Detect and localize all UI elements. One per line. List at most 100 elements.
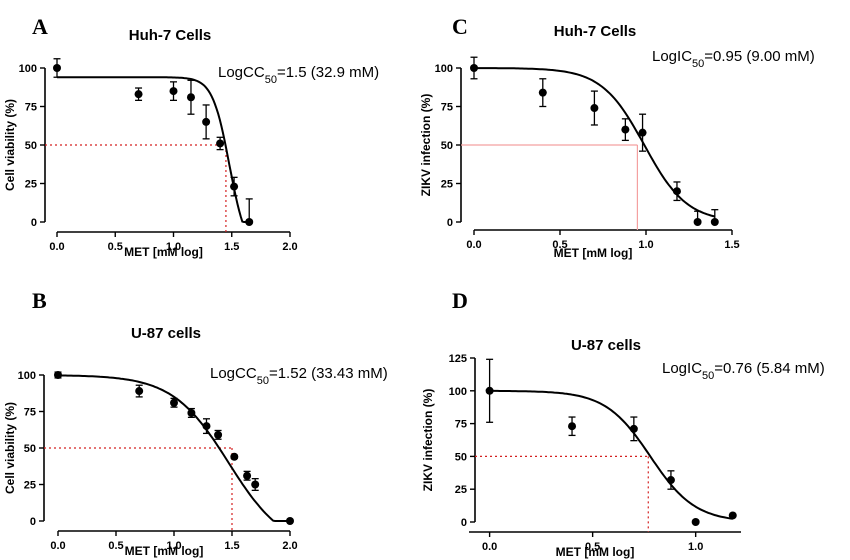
x-axis-label: MET [mM log] xyxy=(124,245,203,259)
data-point xyxy=(214,430,223,439)
data-point xyxy=(169,87,178,96)
data-point xyxy=(672,187,681,196)
data-point xyxy=(230,452,239,461)
data-point xyxy=(216,139,225,148)
x-tick-label: 2.0 xyxy=(282,540,297,552)
x-axis-label: MET [mM log] xyxy=(125,544,204,558)
y-tick-label: 75 xyxy=(441,102,453,114)
panel-letter: A xyxy=(32,14,48,39)
annotation-value: =0.76 (5.84 mM) xyxy=(714,360,824,377)
data-point xyxy=(202,117,211,126)
panel-letter: C xyxy=(452,14,468,39)
chart-title: U-87 cells xyxy=(571,337,641,354)
y-tick-label: 0 xyxy=(447,217,453,229)
y-tick-label: 100 xyxy=(19,63,37,75)
data-point xyxy=(134,90,143,99)
ec50-annotation: LogCC50=1.52 (33.43 mM) xyxy=(210,365,388,387)
x-tick-label: 1.5 xyxy=(224,241,239,253)
y-tick-label: 50 xyxy=(455,451,467,463)
chart-title: U-87 cells xyxy=(131,325,201,342)
chart-title: Huh-7 Cells xyxy=(129,27,212,44)
data-point xyxy=(485,386,494,395)
annotation-prefix: LogCC xyxy=(210,365,257,382)
fit-curve xyxy=(58,374,287,522)
y-tick-label: 100 xyxy=(435,63,453,75)
x-tick-label: 1.0 xyxy=(638,239,653,251)
y-tick-label: 125 xyxy=(449,353,467,365)
data-point xyxy=(53,64,61,72)
data-point xyxy=(245,218,254,226)
data-point xyxy=(243,471,252,480)
x-tick-label: 1.5 xyxy=(724,239,739,251)
x-tick-label: 1.0 xyxy=(166,241,181,253)
annotation-value: =1.52 (33.43 mM) xyxy=(269,365,388,382)
x-tick-label: 0.0 xyxy=(482,541,497,553)
y-tick-label: 75 xyxy=(455,419,467,431)
data-point xyxy=(666,476,675,485)
annotation-subscript: 50 xyxy=(257,375,269,387)
data-point xyxy=(621,125,630,134)
y-tick-label: 100 xyxy=(449,386,467,398)
data-point xyxy=(187,408,196,417)
ec50-annotation: LogIC50=0.95 (9.00 mM) xyxy=(652,48,815,70)
y-tick-label: 0 xyxy=(461,517,467,529)
y-tick-label: 25 xyxy=(455,484,467,496)
data-point xyxy=(693,218,702,226)
y-tick-label: 100 xyxy=(18,370,36,382)
y-tick-label: 50 xyxy=(25,140,37,152)
y-axis-label: Cell viability (%) xyxy=(3,99,17,191)
data-point xyxy=(538,88,547,97)
annotation-value: =0.95 (9.00 mM) xyxy=(704,48,814,65)
x-tick-label: 0.5 xyxy=(552,239,567,251)
y-tick-label: 25 xyxy=(24,480,36,492)
y-tick-label: 75 xyxy=(25,102,37,114)
annotation-prefix: LogCC xyxy=(218,64,265,81)
x-tick-label: 1.0 xyxy=(688,541,703,553)
x-tick-label: 0.0 xyxy=(49,241,64,253)
x-tick-label: 0.5 xyxy=(108,540,123,552)
data-point xyxy=(728,511,737,520)
x-tick-label: 1.5 xyxy=(224,540,239,552)
data-point xyxy=(470,64,478,72)
data-point xyxy=(202,422,211,431)
data-point xyxy=(691,518,700,526)
fit-curve xyxy=(57,76,251,223)
annotation-subscript: 50 xyxy=(692,58,704,70)
y-axis-label: ZIKV infection (%) xyxy=(419,94,433,197)
chart-title: Huh-7 Cells xyxy=(554,23,637,40)
data-point xyxy=(590,104,599,113)
data-point xyxy=(135,387,144,396)
annotation-prefix: LogIC xyxy=(662,360,702,377)
data-point xyxy=(629,424,638,433)
x-tick-label: 2.0 xyxy=(282,241,297,253)
y-axis-label: Cell viability (%) xyxy=(3,402,17,494)
annotation-prefix: LogIC xyxy=(652,48,692,65)
data-point xyxy=(186,93,195,102)
annotation-subscript: 50 xyxy=(702,370,714,382)
panel-letter: D xyxy=(452,288,468,313)
fit-curve xyxy=(489,389,733,520)
ec50-annotation: LogIC50=0.76 (5.84 mM) xyxy=(662,360,825,382)
panel-letter: B xyxy=(32,288,47,313)
y-tick-label: 50 xyxy=(24,443,36,455)
data-point xyxy=(230,182,239,191)
data-point xyxy=(170,398,178,407)
data-point xyxy=(54,371,62,379)
y-tick-label: 25 xyxy=(441,179,453,191)
annotation-value: =1.5 (32.9 mM) xyxy=(277,64,379,81)
y-tick-label: 0 xyxy=(31,217,37,229)
data-point xyxy=(286,517,294,525)
x-tick-label: 0.5 xyxy=(585,541,600,553)
annotation-subscript: 50 xyxy=(265,74,277,86)
data-point xyxy=(568,422,577,431)
x-tick-label: 0.5 xyxy=(108,241,123,253)
data-point xyxy=(251,480,260,489)
data-point xyxy=(638,128,647,137)
y-tick-label: 50 xyxy=(441,140,453,152)
x-tick-label: 1.0 xyxy=(166,540,181,552)
